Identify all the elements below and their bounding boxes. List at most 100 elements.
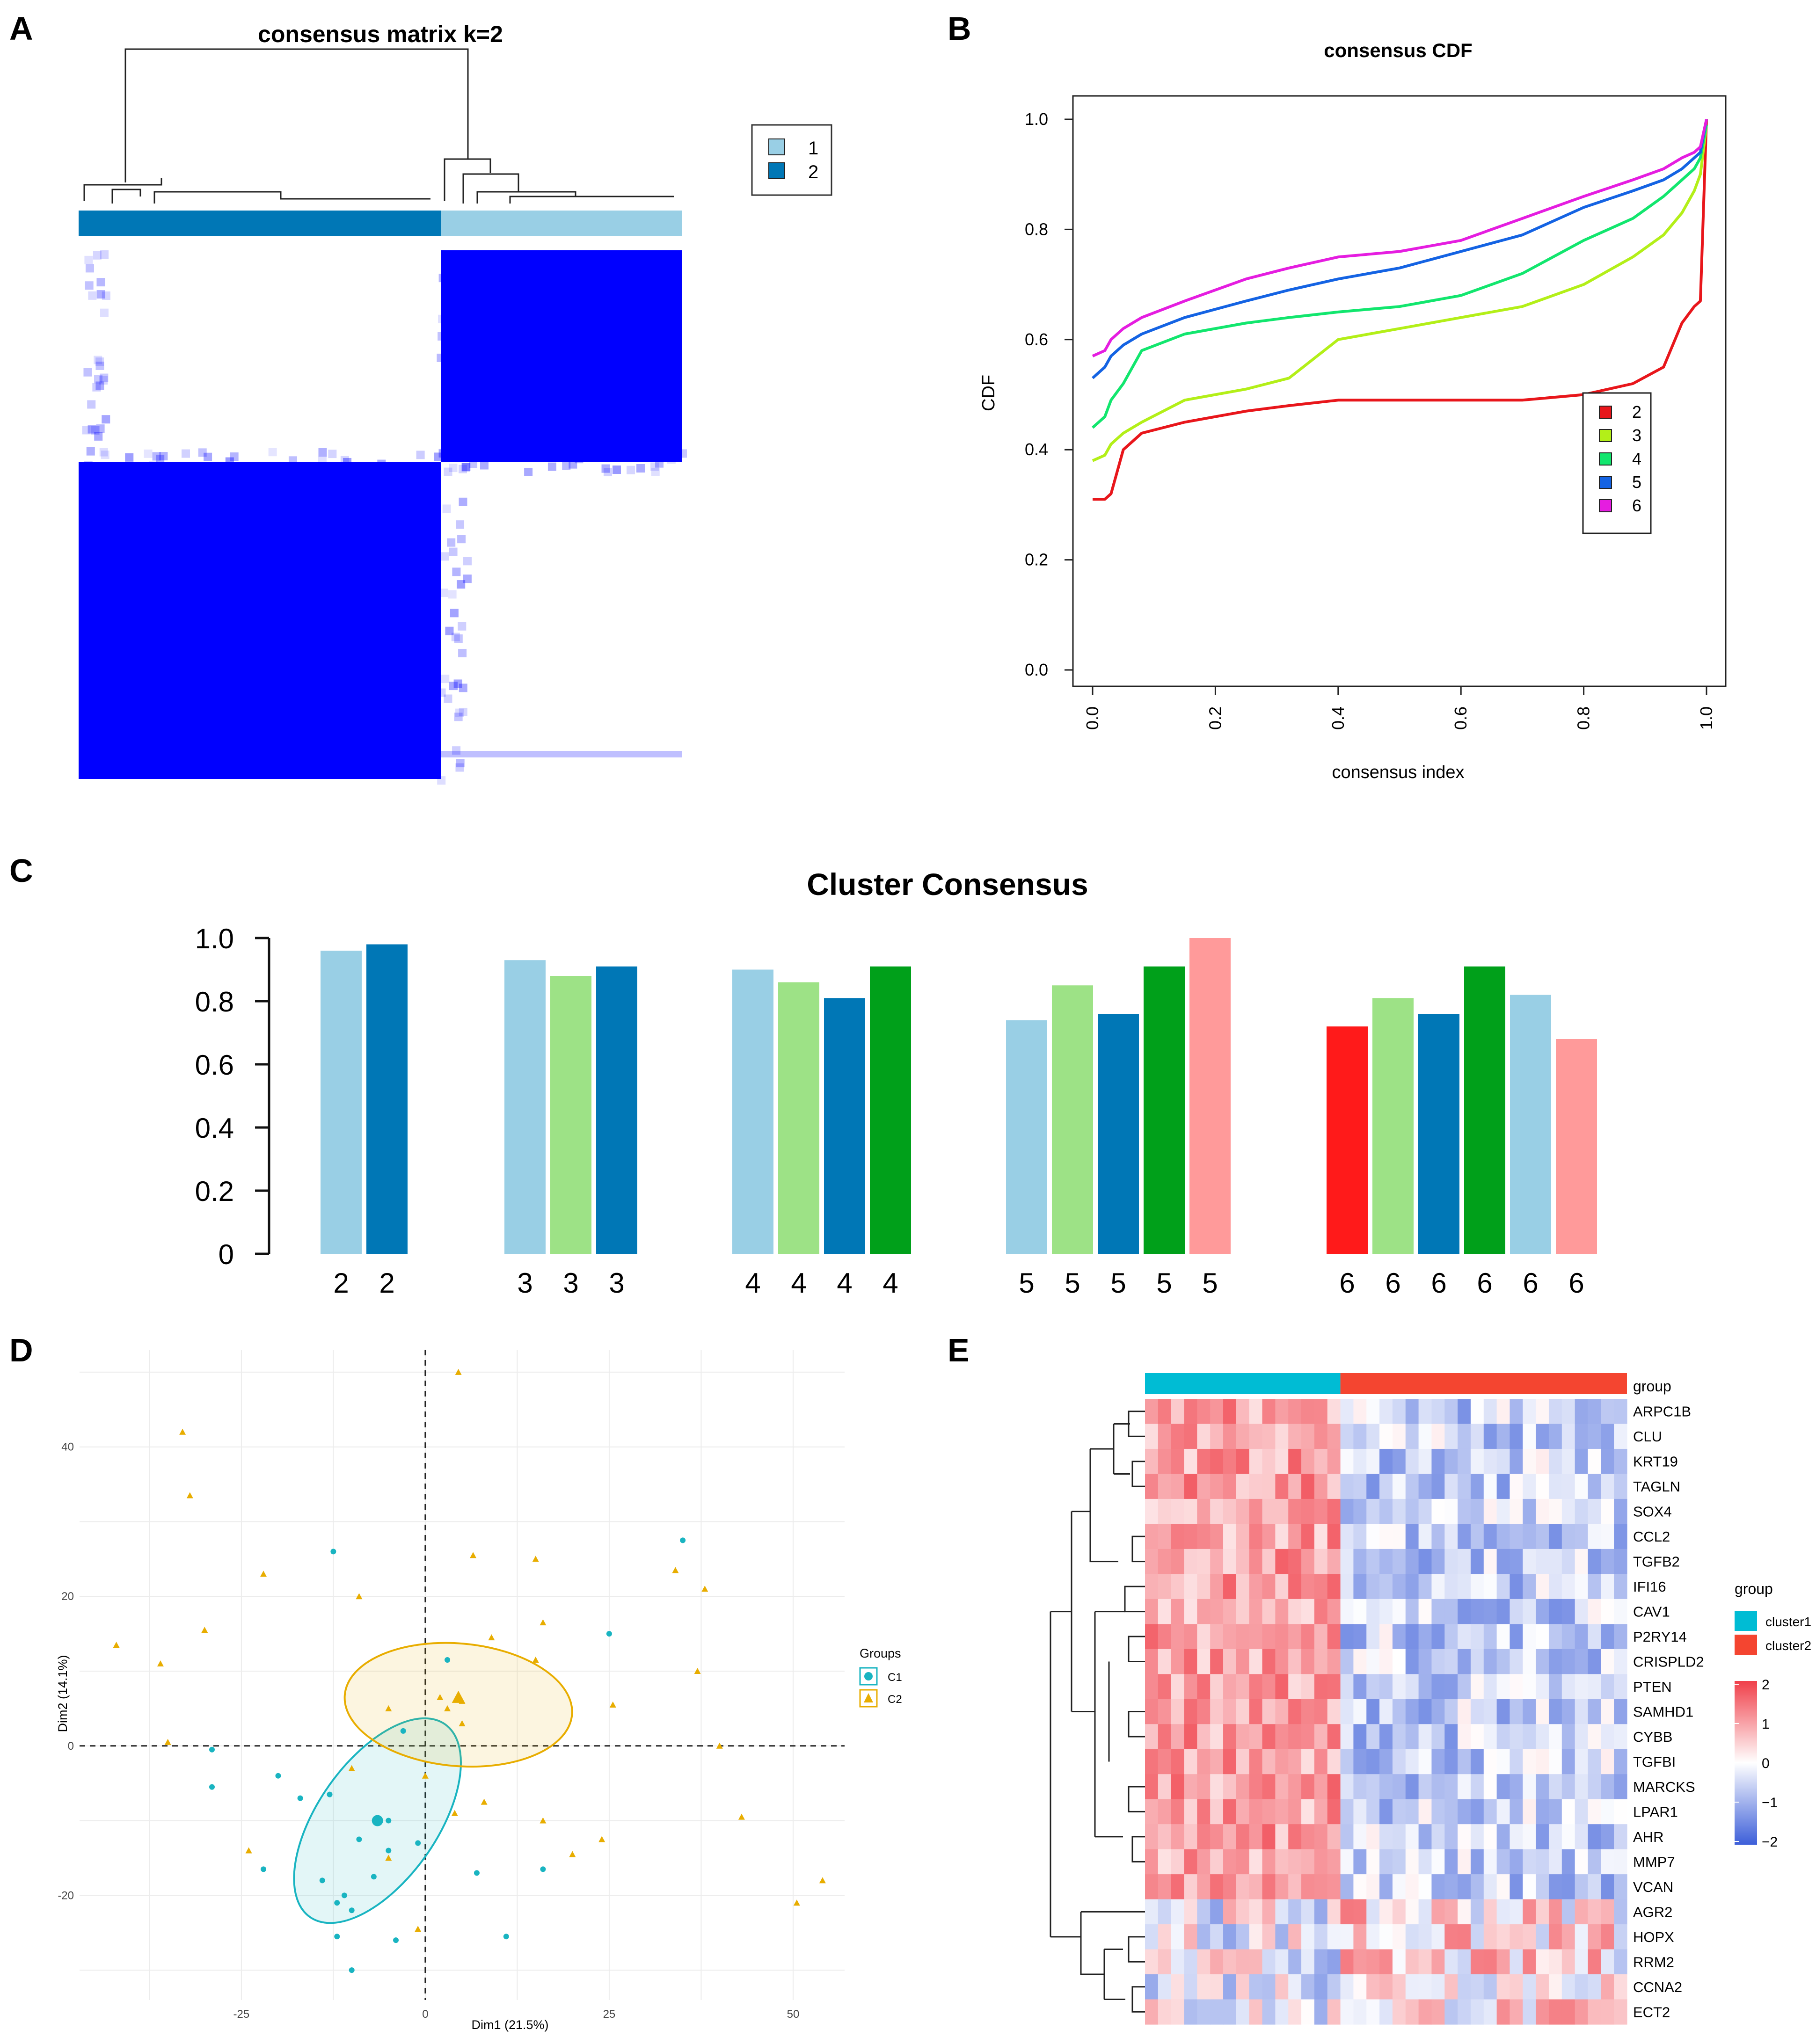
e-heat-cell: [1145, 1424, 1159, 1449]
e-heat-cell: [1496, 1999, 1510, 2025]
e-heat-cell: [1536, 1674, 1549, 1700]
a-fuzzy-cell: [99, 448, 108, 457]
e-heat-cell: [1184, 1949, 1197, 1975]
e-heat-cell: [1510, 1474, 1523, 1499]
e-heat-cell: [1288, 1448, 1302, 1475]
e-heat-cell: [1249, 1924, 1263, 1950]
e-heat-cell: [1366, 1524, 1380, 1549]
e-heat-cell: [1184, 1498, 1197, 1524]
a-fuzzy-cell: [438, 332, 446, 341]
e-heat-cell: [1405, 1849, 1419, 1875]
e-heat-cell: [1418, 1448, 1432, 1475]
e-heat-cell: [1392, 1899, 1406, 1925]
e-heat-cell: [1327, 1649, 1341, 1674]
panel-label-c: C: [9, 852, 33, 889]
e-heat-cell: [1392, 1424, 1406, 1449]
e-heat-cell: [1431, 1474, 1445, 1499]
e-heat-cell: [1510, 1524, 1523, 1549]
e-heat-cell: [1197, 1448, 1211, 1475]
e-heat-cell: [1327, 1799, 1341, 1825]
e-heat-cell: [1288, 1924, 1302, 1950]
e-heat-cell: [1314, 1674, 1328, 1700]
e-heat-cell: [1366, 1849, 1380, 1875]
a-fuzzy-cell: [100, 587, 109, 596]
d-point-C2: [532, 1556, 539, 1562]
e-heat-cell: [1171, 1974, 1185, 2000]
e-heat-cell: [1327, 1699, 1341, 1724]
e-heat-cell: [1548, 1949, 1562, 1975]
e-heat-cell: [1405, 1699, 1419, 1724]
e-heat-cell: [1366, 1574, 1380, 1600]
e-heat-cell: [1431, 1824, 1445, 1850]
e-heat-cell: [1314, 1474, 1328, 1499]
d-point-C1: [297, 1795, 303, 1801]
e-heat-cell: [1275, 1674, 1289, 1700]
e-heat-cell: [1353, 1849, 1367, 1875]
e-annot-cluster2: [1340, 1373, 1627, 1394]
e-heat-cell: [1614, 1699, 1627, 1724]
a-fuzzy-cell: [460, 382, 469, 391]
e-heat-cell: [1523, 1724, 1536, 1750]
b-xtick-label: 1.0: [1697, 706, 1716, 730]
e-heat-cell: [1561, 1849, 1575, 1875]
e-heat-cell: [1288, 1498, 1302, 1524]
a-fuzzy-cell: [463, 557, 472, 566]
e-heat-cell: [1379, 1849, 1393, 1875]
e-heat-cell: [1523, 1574, 1536, 1600]
a-fuzzy-cell: [95, 381, 104, 390]
e-heat-cell: [1158, 1774, 1172, 1800]
a-fuzzy-cell: [460, 413, 469, 422]
e-heat-cell: [1145, 1498, 1159, 1524]
e-heat-cell: [1405, 1674, 1419, 1700]
d-point-C2: [245, 1847, 252, 1854]
e-heat-cell: [1444, 1749, 1458, 1775]
e-heat-cell: [1145, 1999, 1159, 2025]
e-heat-cell: [1418, 1874, 1432, 1900]
e-heat-cell: [1158, 1849, 1172, 1875]
e-heat-cell: [1470, 1699, 1484, 1724]
a-fuzzy-cell: [82, 486, 91, 495]
e-gene-label-CCL2: CCL2: [1633, 1528, 1670, 1545]
c-bar-label: 6: [1339, 1267, 1355, 1299]
e-heat-cell: [1458, 1474, 1471, 1499]
e-heat-cell: [1405, 1724, 1419, 1750]
a-fuzzy-cell: [94, 356, 102, 364]
e-heat-cell: [1458, 1399, 1471, 1425]
e-heat-cell: [1301, 1599, 1315, 1624]
panel-a: A consensus matrix k=2 1 2: [9, 10, 832, 785]
a-fuzzy-cell: [95, 738, 103, 747]
e-heat-cell: [1470, 1874, 1484, 1900]
a-fuzzy-cell: [88, 633, 97, 642]
e-heat-cell: [1340, 1749, 1354, 1775]
e-heat-cell: [1145, 1824, 1159, 1850]
e-heat-cell: [1588, 1574, 1601, 1600]
c-bar-k2-1: [321, 951, 362, 1254]
e-heat-cell: [1145, 1949, 1159, 1975]
d-point-C1: [334, 1900, 340, 1906]
e-heat-cell: [1536, 1849, 1549, 1875]
e-heat-cell: [1184, 1799, 1197, 1825]
e-heat-cell: [1458, 1498, 1471, 1524]
a-fuzzy-cell: [627, 466, 635, 474]
e-heat-cell: [1561, 1474, 1575, 1499]
e-heat-cell: [1236, 1549, 1250, 1574]
e-heat-cell: [1197, 1574, 1211, 1600]
e-heat-cell: [1340, 1924, 1354, 1950]
e-heat-cell: [1145, 1874, 1159, 1900]
e-dendrogram-branch: [1128, 1411, 1145, 1437]
e-heat-cell: [1327, 1974, 1341, 2000]
a-fuzzy-cell: [453, 356, 462, 364]
c-bar-k6-4: [1464, 966, 1505, 1254]
e-heat-cell: [1327, 1899, 1341, 1925]
a-fuzzy-cell: [451, 633, 460, 641]
e-heat-cell: [1458, 1674, 1471, 1700]
a-fuzzy-cell: [94, 432, 103, 441]
e-colorbar-ticks: 2 1 0 −1 −2: [1735, 1677, 1778, 1850]
e-heat-cell: [1470, 1549, 1484, 1574]
a-legend-swatch-2: [768, 162, 785, 179]
e-gene-label-TAGLN: TAGLN: [1633, 1478, 1680, 1495]
e-heat-cell: [1588, 1649, 1601, 1674]
d-legend-c2-icon: [864, 1693, 873, 1702]
e-heat-cell: [1197, 1724, 1211, 1750]
d-point-C1: [606, 1631, 612, 1637]
